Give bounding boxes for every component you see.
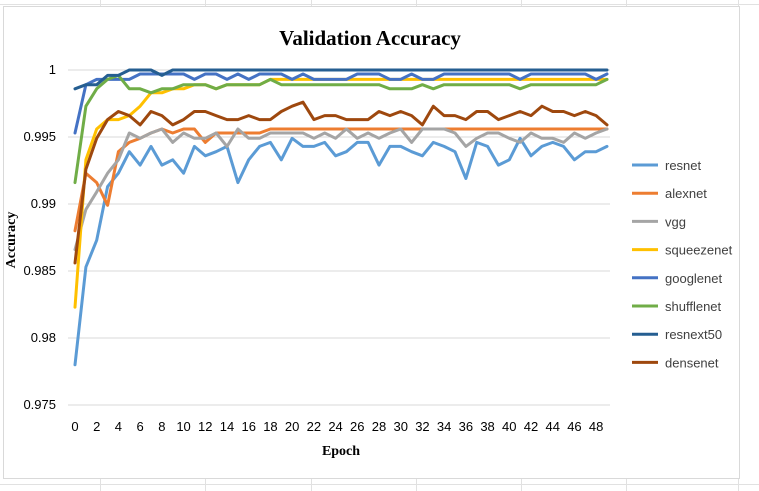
line-chart: Validation Accuracy 0.9750.980.9850.990.… bbox=[4, 26, 733, 459]
series-line-resnet bbox=[73, 136, 609, 367]
y-tick-label: 0.99 bbox=[31, 196, 56, 211]
x-tick-label: 30 bbox=[393, 419, 407, 434]
x-tick-label: 28 bbox=[372, 419, 386, 434]
series-line-densenet bbox=[73, 100, 609, 265]
x-tick-label: 22 bbox=[307, 419, 321, 434]
gridlines bbox=[68, 69, 610, 406]
x-tick-label: 12 bbox=[198, 419, 212, 434]
legend-label: resnext50 bbox=[665, 327, 722, 342]
legend: resnet alexnet vgg squeezenet googlenet shuff… bbox=[632, 158, 733, 370]
legend-item-shufflenet: shufflenet bbox=[632, 299, 722, 314]
x-axis-title: Epoch bbox=[322, 444, 360, 459]
chart-title: Validation Accuracy bbox=[279, 26, 461, 50]
legend-item-alexnet: alexnet bbox=[632, 186, 707, 201]
x-tick-label: 40 bbox=[502, 419, 516, 434]
legend-label: shufflenet bbox=[665, 299, 722, 314]
series-line-vgg bbox=[73, 127, 609, 252]
series-line-googlenet bbox=[73, 72, 609, 135]
x-axis-ticks: 0 2 4 6 8 10 12 14 16 18 20 22 24 26 28 30 32 34 36 38 40 42 4… bbox=[71, 419, 603, 434]
legend-item-resnext50: resnext50 bbox=[632, 327, 722, 342]
y-tick-label: 1 bbox=[49, 62, 56, 77]
x-tick-label: 16 bbox=[241, 419, 255, 434]
x-tick-label: 32 bbox=[415, 419, 429, 434]
legend-label: googlenet bbox=[665, 271, 722, 286]
series-line-shufflenet bbox=[73, 73, 609, 185]
x-tick-label: 10 bbox=[176, 419, 190, 434]
x-tick-label: 46 bbox=[567, 419, 581, 434]
x-tick-label: 0 bbox=[71, 419, 78, 434]
x-tick-label: 34 bbox=[437, 419, 451, 434]
x-tick-label: 38 bbox=[480, 419, 494, 434]
x-tick-label: 44 bbox=[545, 419, 559, 434]
series-line-resnext50 bbox=[73, 68, 609, 91]
legend-label: densenet bbox=[665, 355, 719, 370]
legend-item-squeezenet: squeezenet bbox=[632, 243, 733, 258]
x-tick-label: 14 bbox=[220, 419, 234, 434]
plot-area bbox=[73, 68, 609, 367]
chart-area[interactable]: Validation Accuracy 0.975 0.98 0.985 0.99 0.… bbox=[3, 6, 740, 479]
legend-item-densenet: densenet bbox=[632, 355, 719, 370]
legend-label: squeezenet bbox=[665, 243, 733, 258]
x-tick-label: 24 bbox=[328, 419, 342, 434]
x-tick-label: 4 bbox=[115, 419, 122, 434]
y-tick-label: 0.985 bbox=[23, 263, 56, 278]
legend-item-googlenet: googlenet bbox=[632, 271, 722, 286]
x-tick-label: 20 bbox=[285, 419, 299, 434]
x-tick-label: 8 bbox=[158, 419, 165, 434]
x-tick-label: 2 bbox=[93, 419, 100, 434]
x-tick-label: 26 bbox=[350, 419, 364, 434]
legend-label: resnet bbox=[665, 158, 702, 173]
legend-label: alexnet bbox=[665, 186, 707, 201]
series-line-alexnet bbox=[73, 127, 609, 233]
x-tick-label: 36 bbox=[459, 419, 473, 434]
y-tick-label: 0.995 bbox=[23, 129, 56, 144]
x-tick-label: 48 bbox=[589, 419, 603, 434]
x-tick-label: 18 bbox=[263, 419, 277, 434]
y-tick-label: 0.98 bbox=[31, 330, 56, 345]
legend-label: vgg bbox=[665, 214, 686, 229]
y-axis-ticks: 0.975 0.98 0.985 0.99 0.995 1 bbox=[23, 62, 56, 412]
y-axis-title: Accuracy bbox=[4, 212, 19, 269]
y-tick-label: 0.975 bbox=[23, 397, 56, 412]
legend-item-resnet: resnet bbox=[632, 158, 702, 173]
x-tick-label: 6 bbox=[137, 419, 144, 434]
x-tick-label: 42 bbox=[524, 419, 538, 434]
legend-item-vgg: vgg bbox=[632, 214, 686, 229]
